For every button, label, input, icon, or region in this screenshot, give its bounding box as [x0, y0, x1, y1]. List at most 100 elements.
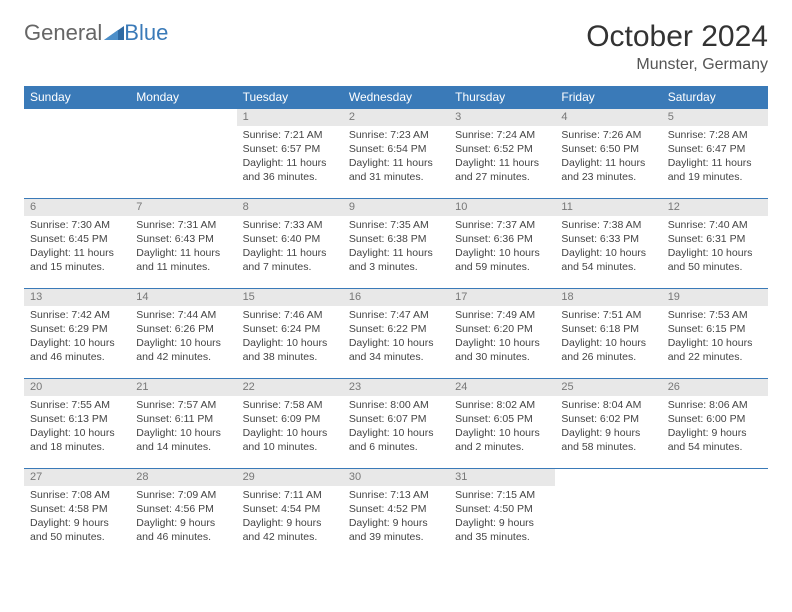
- day-number: 23: [343, 379, 449, 396]
- day-number: 25: [555, 379, 661, 396]
- calendar-cell: 27Sunrise: 7:08 AMSunset: 4:58 PMDayligh…: [24, 469, 130, 559]
- day-header: Monday: [130, 86, 236, 109]
- calendar-cell: 28Sunrise: 7:09 AMSunset: 4:56 PMDayligh…: [130, 469, 236, 559]
- day-number: 22: [237, 379, 343, 396]
- day-number: 18: [555, 289, 661, 306]
- day-content: Sunrise: 8:02 AMSunset: 6:05 PMDaylight:…: [449, 396, 555, 459]
- calendar-cell: 12Sunrise: 7:40 AMSunset: 6:31 PMDayligh…: [662, 199, 768, 289]
- day-number: 2: [343, 109, 449, 126]
- day-number: 17: [449, 289, 555, 306]
- calendar-cell: 1Sunrise: 7:21 AMSunset: 6:57 PMDaylight…: [237, 109, 343, 199]
- calendar-cell: [130, 109, 236, 199]
- month-title: October 2024: [586, 20, 768, 54]
- calendar-cell: 17Sunrise: 7:49 AMSunset: 6:20 PMDayligh…: [449, 289, 555, 379]
- calendar-cell: 13Sunrise: 7:42 AMSunset: 6:29 PMDayligh…: [24, 289, 130, 379]
- day-number: 16: [343, 289, 449, 306]
- calendar-cell: 6Sunrise: 7:30 AMSunset: 6:45 PMDaylight…: [24, 199, 130, 289]
- day-header: Sunday: [24, 86, 130, 109]
- calendar-head: SundayMondayTuesdayWednesdayThursdayFrid…: [24, 86, 768, 109]
- calendar-cell: 24Sunrise: 8:02 AMSunset: 6:05 PMDayligh…: [449, 379, 555, 469]
- day-number: 26: [662, 379, 768, 396]
- day-content: Sunrise: 7:28 AMSunset: 6:47 PMDaylight:…: [662, 126, 768, 189]
- calendar-cell: 14Sunrise: 7:44 AMSunset: 6:26 PMDayligh…: [130, 289, 236, 379]
- calendar-cell: 16Sunrise: 7:47 AMSunset: 6:22 PMDayligh…: [343, 289, 449, 379]
- calendar-cell: 26Sunrise: 8:06 AMSunset: 6:00 PMDayligh…: [662, 379, 768, 469]
- calendar-cell: 21Sunrise: 7:57 AMSunset: 6:11 PMDayligh…: [130, 379, 236, 469]
- calendar-cell: [555, 469, 661, 559]
- calendar-cell: 2Sunrise: 7:23 AMSunset: 6:54 PMDaylight…: [343, 109, 449, 199]
- logo-triangle-icon: [104, 20, 124, 46]
- day-content: Sunrise: 7:58 AMSunset: 6:09 PMDaylight:…: [237, 396, 343, 459]
- logo-text-blue: Blue: [124, 20, 168, 46]
- day-number: 10: [449, 199, 555, 216]
- title-block: October 2024 Munster, Germany: [586, 20, 768, 74]
- calendar-cell: 10Sunrise: 7:37 AMSunset: 6:36 PMDayligh…: [449, 199, 555, 289]
- calendar-cell: 5Sunrise: 7:28 AMSunset: 6:47 PMDaylight…: [662, 109, 768, 199]
- day-content: Sunrise: 7:38 AMSunset: 6:33 PMDaylight:…: [555, 216, 661, 279]
- calendar-cell: 15Sunrise: 7:46 AMSunset: 6:24 PMDayligh…: [237, 289, 343, 379]
- day-content: Sunrise: 8:00 AMSunset: 6:07 PMDaylight:…: [343, 396, 449, 459]
- location: Munster, Germany: [586, 56, 768, 74]
- day-number: 5: [662, 109, 768, 126]
- day-number: 9: [343, 199, 449, 216]
- day-content: Sunrise: 7:44 AMSunset: 6:26 PMDaylight:…: [130, 306, 236, 369]
- calendar-cell: 7Sunrise: 7:31 AMSunset: 6:43 PMDaylight…: [130, 199, 236, 289]
- day-number: 29: [237, 469, 343, 486]
- day-content: Sunrise: 7:40 AMSunset: 6:31 PMDaylight:…: [662, 216, 768, 279]
- calendar-cell: 3Sunrise: 7:24 AMSunset: 6:52 PMDaylight…: [449, 109, 555, 199]
- logo-text-general: General: [24, 20, 102, 46]
- calendar-cell: 23Sunrise: 8:00 AMSunset: 6:07 PMDayligh…: [343, 379, 449, 469]
- day-number: 6: [24, 199, 130, 216]
- day-content: Sunrise: 7:33 AMSunset: 6:40 PMDaylight:…: [237, 216, 343, 279]
- logo: General Blue: [24, 20, 168, 46]
- day-content: Sunrise: 7:35 AMSunset: 6:38 PMDaylight:…: [343, 216, 449, 279]
- day-number: 30: [343, 469, 449, 486]
- calendar-cell: 25Sunrise: 8:04 AMSunset: 6:02 PMDayligh…: [555, 379, 661, 469]
- day-number: 12: [662, 199, 768, 216]
- day-number: 19: [662, 289, 768, 306]
- calendar-cell: 8Sunrise: 7:33 AMSunset: 6:40 PMDaylight…: [237, 199, 343, 289]
- day-content: Sunrise: 7:51 AMSunset: 6:18 PMDaylight:…: [555, 306, 661, 369]
- calendar-cell: [662, 469, 768, 559]
- day-number: 7: [130, 199, 236, 216]
- calendar-cell: 4Sunrise: 7:26 AMSunset: 6:50 PMDaylight…: [555, 109, 661, 199]
- day-header: Saturday: [662, 86, 768, 109]
- day-number: 15: [237, 289, 343, 306]
- day-number: 28: [130, 469, 236, 486]
- day-header: Tuesday: [237, 86, 343, 109]
- calendar-cell: 18Sunrise: 7:51 AMSunset: 6:18 PMDayligh…: [555, 289, 661, 379]
- day-content: Sunrise: 7:21 AMSunset: 6:57 PMDaylight:…: [237, 126, 343, 189]
- day-number: 4: [555, 109, 661, 126]
- day-number: 27: [24, 469, 130, 486]
- day-content: Sunrise: 7:08 AMSunset: 4:58 PMDaylight:…: [24, 486, 130, 549]
- calendar-cell: [24, 109, 130, 199]
- day-number: 11: [555, 199, 661, 216]
- day-number: 1: [237, 109, 343, 126]
- day-content: Sunrise: 7:13 AMSunset: 4:52 PMDaylight:…: [343, 486, 449, 549]
- day-content: Sunrise: 7:30 AMSunset: 6:45 PMDaylight:…: [24, 216, 130, 279]
- day-content: Sunrise: 7:49 AMSunset: 6:20 PMDaylight:…: [449, 306, 555, 369]
- calendar-cell: 11Sunrise: 7:38 AMSunset: 6:33 PMDayligh…: [555, 199, 661, 289]
- day-number: 3: [449, 109, 555, 126]
- calendar-table: SundayMondayTuesdayWednesdayThursdayFrid…: [24, 86, 768, 559]
- day-content: Sunrise: 7:23 AMSunset: 6:54 PMDaylight:…: [343, 126, 449, 189]
- calendar-cell: 20Sunrise: 7:55 AMSunset: 6:13 PMDayligh…: [24, 379, 130, 469]
- day-number: 20: [24, 379, 130, 396]
- calendar-cell: 31Sunrise: 7:15 AMSunset: 4:50 PMDayligh…: [449, 469, 555, 559]
- day-number: 31: [449, 469, 555, 486]
- header: General Blue October 2024 Munster, Germa…: [24, 20, 768, 74]
- calendar-cell: 30Sunrise: 7:13 AMSunset: 4:52 PMDayligh…: [343, 469, 449, 559]
- day-header: Friday: [555, 86, 661, 109]
- day-number: 13: [24, 289, 130, 306]
- day-number: 14: [130, 289, 236, 306]
- calendar-cell: 22Sunrise: 7:58 AMSunset: 6:09 PMDayligh…: [237, 379, 343, 469]
- day-content: Sunrise: 7:57 AMSunset: 6:11 PMDaylight:…: [130, 396, 236, 459]
- day-content: Sunrise: 8:06 AMSunset: 6:00 PMDaylight:…: [662, 396, 768, 459]
- day-content: Sunrise: 7:31 AMSunset: 6:43 PMDaylight:…: [130, 216, 236, 279]
- day-content: Sunrise: 8:04 AMSunset: 6:02 PMDaylight:…: [555, 396, 661, 459]
- day-number: 24: [449, 379, 555, 396]
- day-content: Sunrise: 7:46 AMSunset: 6:24 PMDaylight:…: [237, 306, 343, 369]
- calendar-cell: 19Sunrise: 7:53 AMSunset: 6:15 PMDayligh…: [662, 289, 768, 379]
- day-content: Sunrise: 7:47 AMSunset: 6:22 PMDaylight:…: [343, 306, 449, 369]
- day-content: Sunrise: 7:15 AMSunset: 4:50 PMDaylight:…: [449, 486, 555, 549]
